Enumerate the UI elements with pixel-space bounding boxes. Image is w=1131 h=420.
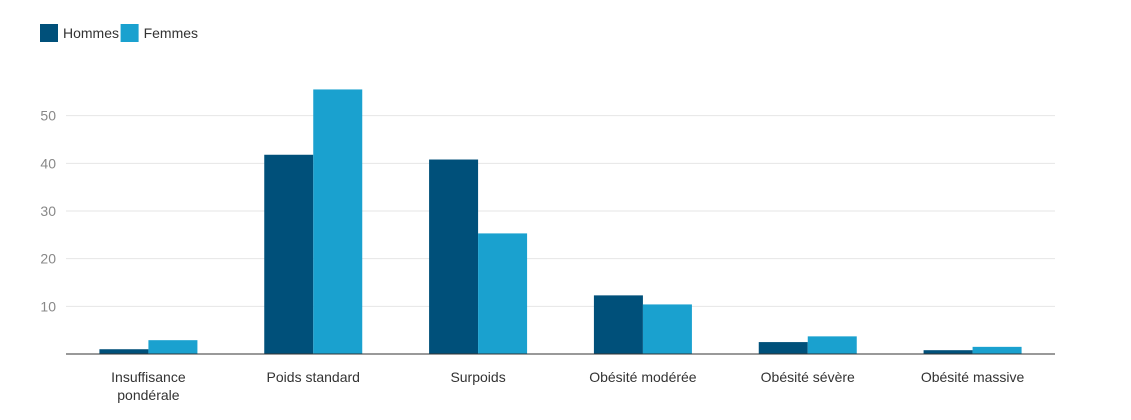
- bar-hommes: [99, 349, 149, 354]
- bar-femmes: [148, 340, 198, 354]
- y-tick-label: 40: [40, 155, 56, 171]
- x-tick-label: Surpoids: [450, 369, 505, 385]
- bars: [99, 89, 1022, 354]
- bar-hommes: [593, 295, 643, 354]
- gridlines: [66, 115, 1055, 307]
- bar-femmes: [478, 233, 528, 354]
- legend-label-hommes: Hommes: [63, 25, 119, 41]
- x-tick-label: Obésité modérée: [589, 369, 697, 385]
- x-tick-label: Insuffisance pondérale: [111, 369, 186, 403]
- y-tick-label: 20: [40, 251, 56, 267]
- bar-hommes: [429, 159, 479, 354]
- x-tick-label: Obésité sévère: [761, 369, 855, 385]
- chart-legend: Hommes Femmes: [40, 24, 198, 42]
- x-tick-label-line: pondérale: [117, 387, 179, 403]
- y-tick-label: 30: [40, 203, 56, 219]
- x-tick-label-line: Obésité massive: [921, 369, 1025, 385]
- bar-femmes: [972, 346, 1022, 354]
- x-tick-label-line: Obésité sévère: [761, 369, 855, 385]
- x-axis-labels: Insuffisance pondérale Poids standard Surpo…: [111, 369, 1024, 403]
- bar-femmes: [313, 89, 363, 354]
- bar-femmes: [642, 304, 692, 354]
- x-tick-label-line: Obésité modérée: [589, 369, 697, 385]
- bar-femmes: [807, 336, 857, 354]
- legend-swatch-femmes: [120, 24, 139, 42]
- legend-swatch-hommes: [40, 24, 58, 42]
- bar-hommes: [264, 154, 314, 354]
- x-tick-label-line: Surpoids: [450, 369, 505, 385]
- x-tick-label-line: Poids standard: [267, 369, 360, 385]
- bar-hommes: [758, 342, 808, 354]
- bar-hommes: [923, 350, 973, 354]
- y-tick-label: 50: [40, 108, 56, 124]
- y-tick-label: 10: [40, 298, 56, 314]
- y-axis-ticks: 10 20 30 40 50: [40, 108, 56, 315]
- x-tick-label-line: Insuffisance: [111, 369, 186, 385]
- x-tick-label: Obésité massive: [921, 369, 1025, 385]
- legend-label-femmes: Femmes: [144, 25, 198, 41]
- x-tick-label: Poids standard: [267, 369, 360, 385]
